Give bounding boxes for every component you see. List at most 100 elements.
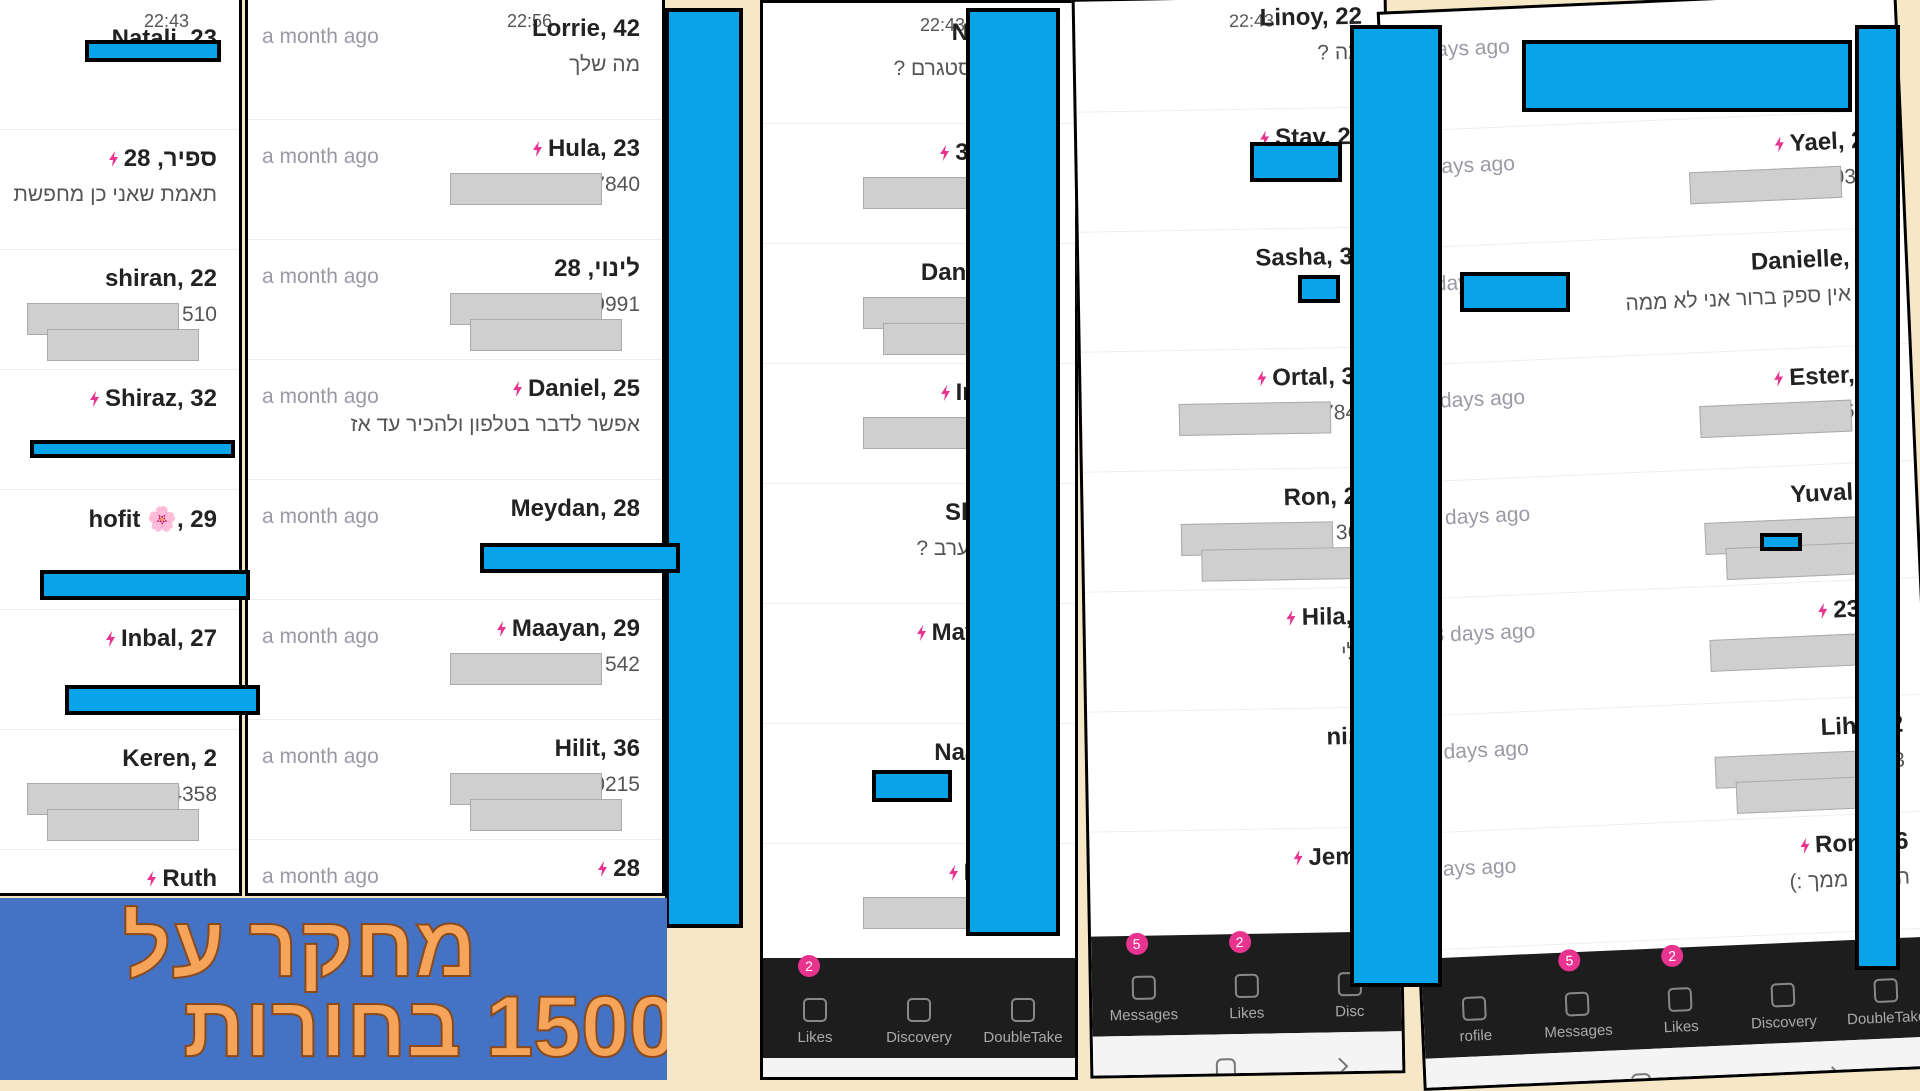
nav-item[interactable]: Likes 2 [1634, 944, 1727, 1050]
boost-icon [532, 141, 542, 157]
conversation-row[interactable]: a month ago Daniel, 25 אפשר לדבר בטלפון ול… [248, 359, 662, 480]
conversation-row[interactable]: Ortal, 31 07848 [1080, 346, 1392, 473]
contact-name-text: Shiraz, 32 [104, 385, 217, 412]
message-preview: מה שלך [569, 53, 640, 76]
conversation-row[interactable]: Stav, 21 [1076, 106, 1388, 233]
conversation-row[interactable]: ספיר, 28 תאמת שאני כן מחפשת [0, 129, 239, 250]
message-preview: 510 [181, 303, 217, 326]
contact-name-text: Daniel, 25 [527, 375, 640, 402]
contact-name: 28 [598, 855, 640, 883]
contact-name-text: Linoy, 22 [1259, 2, 1363, 32]
redaction [470, 799, 622, 831]
contact-name-text: 28 [613, 855, 640, 882]
contact-name: Keren, 2 [122, 745, 217, 773]
banner: מחקר על +1500 בחורות [0, 898, 667, 1080]
conversation-row[interactable]: a month ago לינוי, 28 9991 [248, 239, 662, 360]
contact-name-text: Ruth [162, 865, 217, 892]
contact-name: Hilit, 36 [555, 735, 640, 763]
nav-item[interactable]: Messages 5 [1098, 932, 1189, 1037]
contact-name: hofit 🌸, 29 [88, 505, 217, 534]
nav-item[interactable]: DoubleTake [978, 995, 1068, 1058]
boost-icon [940, 385, 950, 401]
nav-item[interactable]: Messages 5 [1532, 948, 1625, 1054]
message-time: a month ago [262, 745, 379, 768]
conversation-row[interactable]: Hila, 2שלי [1084, 586, 1397, 713]
conversation-row[interactable]: Ruth [0, 849, 239, 893]
conversation-row[interactable]: shiran, 22 510 [0, 249, 239, 370]
nav-badge: 5 [1125, 932, 1148, 956]
conversation-row[interactable]: a month ago 28 [248, 839, 662, 893]
boost-icon [598, 861, 608, 877]
message-preview: 542 [604, 653, 640, 676]
redaction-box [1460, 272, 1570, 312]
message-preview: חח אין ספק ברור אני לא ממה [1624, 280, 1885, 316]
conversation-row[interactable]: Linoy, 22 מה ? [1074, 0, 1386, 113]
nav-item[interactable]: Likes 2 [1201, 930, 1292, 1035]
redaction [47, 329, 199, 361]
contact-name: Jema, [1293, 843, 1377, 872]
nav-icon [1234, 973, 1259, 999]
conversation-row[interactable]: a month ago Hilit, 36 30215 [248, 719, 662, 840]
nav-label: Likes [797, 1029, 833, 1046]
nav-item[interactable]: Likes 2 [770, 955, 860, 1058]
nav-icon [1565, 991, 1590, 1017]
conversation-row[interactable]: Ron, 27366 [1082, 466, 1394, 593]
boost-icon [1800, 837, 1810, 855]
contact-name: Inbal, 27 [105, 625, 217, 653]
nav-badge: 2 [1228, 930, 1251, 954]
system-buttons [763, 1058, 1075, 1080]
contact-name-text: Keren, 2 [122, 745, 217, 772]
contact-name: לינוי, 28 [554, 255, 640, 283]
nav-label: rofile [1459, 1026, 1493, 1046]
message-time: days ago [1430, 854, 1517, 882]
conversation-row[interactable]: Keren, 2 4358 [0, 729, 239, 850]
nav-item[interactable]: Discovery [874, 995, 964, 1058]
contact-name-text: hofit 🌸, 29 [88, 506, 217, 533]
nav-item[interactable]: rofile [1429, 992, 1522, 1059]
contact-name: Shiraz, 32 [89, 385, 217, 413]
nav-label: Messages [1109, 1006, 1179, 1025]
bottom-nav: Likes 2 Discovery DoubleTake [763, 955, 1075, 1058]
nav-label: DoubleTake [1846, 1007, 1920, 1029]
contact-name: Meydan, 28 [511, 495, 640, 523]
conversation-row[interactable]: Shiraz, 32 [0, 369, 239, 490]
redaction-box [30, 440, 235, 458]
status-time: 22:43 [919, 15, 965, 35]
conversation-row[interactable]: Jema, [1089, 826, 1401, 953]
nav-icon [1011, 998, 1035, 1022]
conversation-row[interactable]: Sasha, 30 [1078, 226, 1390, 353]
boost-icon [948, 865, 958, 881]
conversation-row[interactable]: a month ago Maayan, 29 542 [248, 599, 662, 720]
conversation-row[interactable]: a month ago Hula, 23 7840 [248, 119, 662, 240]
boost-icon [1293, 849, 1303, 867]
contact-name-text: Lorrie, 42 [531, 15, 640, 42]
message-time: a month ago [262, 265, 379, 288]
redaction-bar [1855, 25, 1900, 970]
contact-name: Stav, 21 [1260, 123, 1364, 153]
redaction-box [1250, 142, 1342, 182]
boost-icon [1260, 130, 1270, 147]
nav-icon [803, 998, 827, 1022]
conversation-row[interactable]: 18 days agoנוי, 233617 [1405, 576, 1920, 718]
boost-icon [1818, 602, 1828, 620]
conversation-row[interactable]: hofit 🌸, 29 [0, 489, 239, 610]
redaction [1201, 546, 1354, 582]
nav-label: Likes [1229, 1004, 1265, 1023]
conversation-row[interactable]: a month ago Lorrie, 42 מה שלך [248, 0, 662, 120]
status-time: 22:43 [143, 11, 189, 31]
contact-name: Hila, 2 [1286, 603, 1373, 632]
conversation-row[interactable]: a month ago Meydan, 28 [248, 479, 662, 600]
conversation-row[interactable]: Natali, 23 [0, 9, 239, 130]
message-preview: 4358 [170, 783, 217, 806]
conversation-row[interactable]: Inbal, 27 [0, 609, 239, 730]
boost-icon [108, 151, 118, 167]
contact-name-text: לינוי, 28 [554, 255, 640, 282]
nav-item[interactable]: DoubleTake [1840, 974, 1920, 1041]
nav-label: Discovery [886, 1029, 952, 1046]
nav-item[interactable]: Discovery [1737, 978, 1830, 1045]
